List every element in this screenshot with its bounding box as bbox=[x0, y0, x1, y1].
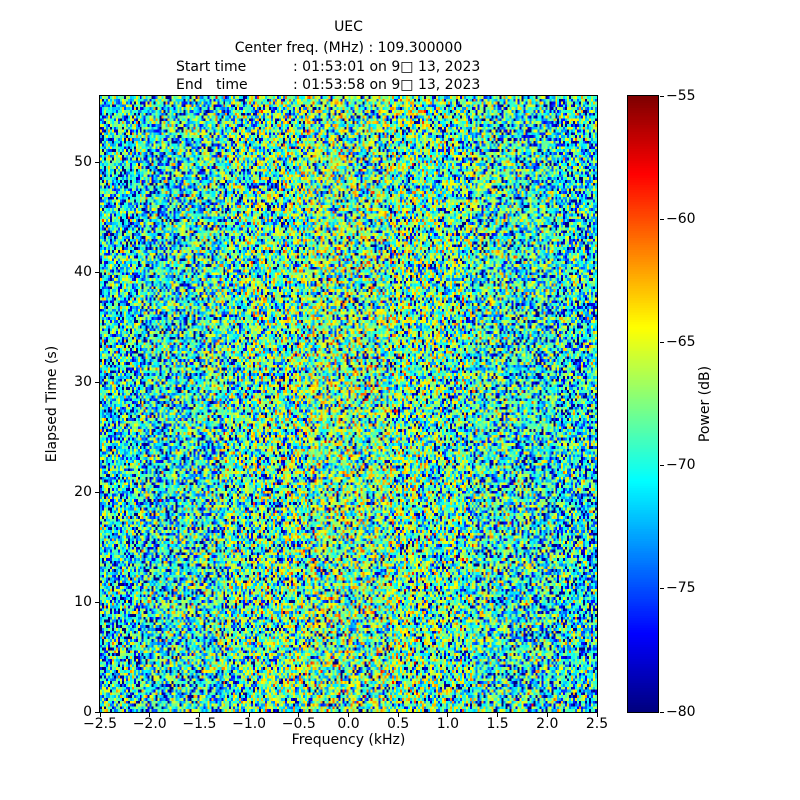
y-tick-label: 20 bbox=[74, 483, 92, 500]
end-time-value: : 01:53:58 on 9□ 13, 2023 bbox=[293, 77, 481, 93]
y-tick-label: 0 bbox=[83, 703, 92, 720]
colorbar-tick-mark bbox=[660, 218, 664, 220]
x-tick-mark bbox=[198, 713, 200, 717]
x-tick-label: 0.0 bbox=[337, 716, 360, 732]
colorbar-tick-mark bbox=[660, 465, 664, 467]
colorbar-label: Power (dB) bbox=[697, 365, 713, 443]
x-tick-mark bbox=[348, 713, 349, 717]
y-tick-mark bbox=[95, 491, 99, 493]
colorbar-tick-label: −55 bbox=[666, 87, 696, 104]
start-time-label: Start time bbox=[176, 59, 247, 75]
x-tick-mark bbox=[149, 713, 151, 717]
plot-border bbox=[99, 95, 598, 713]
x-tick-label: 1.5 bbox=[486, 716, 509, 732]
colorbar-gradient bbox=[628, 96, 658, 712]
x-tick-label: 1.0 bbox=[436, 716, 460, 732]
y-tick-label: 50 bbox=[74, 153, 92, 170]
x-tick-mark bbox=[99, 713, 101, 717]
x-tick-mark bbox=[546, 713, 548, 717]
colorbar-tick-label: −65 bbox=[666, 333, 696, 350]
colorbar-tick-mark bbox=[660, 588, 664, 590]
y-axis-label: Elapsed Time (s) bbox=[44, 345, 60, 463]
plot-title: UEC bbox=[334, 19, 363, 35]
x-tick-label: 0.5 bbox=[387, 716, 410, 732]
center-frequency-line: Center freq. (MHz) : 109.300000 bbox=[234, 40, 463, 56]
y-tick-mark bbox=[95, 601, 99, 603]
colorbar-tick-mark bbox=[660, 341, 664, 343]
colorbar-border bbox=[627, 95, 659, 713]
y-tick-mark bbox=[95, 381, 99, 383]
y-tick-mark bbox=[95, 161, 99, 163]
x-tick-mark bbox=[497, 713, 499, 717]
x-tick-mark bbox=[397, 713, 399, 717]
y-tick-mark bbox=[95, 271, 99, 273]
colorbar-tick-label: −80 bbox=[666, 703, 696, 720]
x-axis-label: Frequency (kHz) bbox=[291, 732, 406, 748]
colorbar-tick-mark bbox=[660, 711, 664, 713]
colorbar-tick-mark bbox=[660, 95, 664, 97]
end-time-label: End time bbox=[176, 77, 248, 93]
y-tick-label: 30 bbox=[74, 373, 92, 390]
y-tick-label: 10 bbox=[74, 593, 92, 610]
x-tick-mark bbox=[596, 713, 598, 717]
y-tick-label: 40 bbox=[74, 263, 92, 280]
x-tick-label: −1.5 bbox=[182, 716, 217, 732]
x-tick-label: −2.5 bbox=[83, 716, 117, 732]
colorbar-tick-label: −75 bbox=[666, 580, 696, 597]
x-tick-label: −2.0 bbox=[132, 716, 167, 732]
x-tick-label: 2.0 bbox=[536, 716, 559, 732]
colorbar-tick-label: −60 bbox=[666, 210, 696, 227]
colorbar-tick-label: −70 bbox=[666, 457, 696, 474]
x-tick-label: −1.0 bbox=[232, 716, 267, 732]
spectrogram-heatmap bbox=[100, 96, 597, 712]
x-tick-mark bbox=[248, 713, 250, 717]
y-tick-mark bbox=[95, 711, 99, 713]
start-time-value: : 01:53:01 on 9□ 13, 2023 bbox=[293, 59, 481, 75]
x-tick-label: 2.5 bbox=[585, 716, 609, 732]
x-tick-mark bbox=[298, 713, 300, 717]
x-tick-mark bbox=[447, 713, 449, 717]
x-tick-label: −0.5 bbox=[281, 716, 316, 732]
